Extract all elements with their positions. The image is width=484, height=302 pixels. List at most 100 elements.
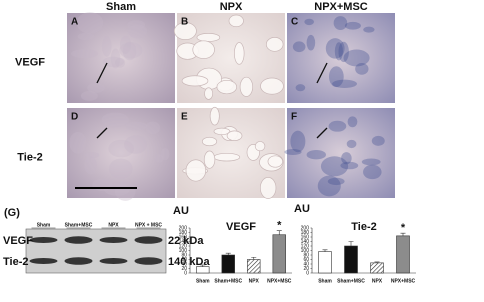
error-bar: [200, 264, 206, 267]
micrograph: [287, 13, 395, 103]
lane-label: Sham+MSC: [65, 222, 93, 228]
tissue-structure: [125, 121, 148, 131]
arrow: [316, 62, 328, 84]
y-tick-label: 60: [303, 257, 309, 263]
tissue-structure: [267, 155, 284, 168]
y-tick-label: 200: [179, 225, 188, 231]
bar: [344, 245, 358, 274]
tissue-structure: [181, 75, 209, 87]
tissue-structure: [361, 158, 381, 166]
y-tick-label: 100: [179, 248, 188, 254]
tissue-structure: [76, 12, 104, 34]
error-bar: [374, 261, 380, 263]
y-tick-label: 20: [303, 266, 309, 272]
tissue-structure: [259, 177, 277, 199]
bar: [272, 234, 286, 274]
tissue-structure: [226, 130, 243, 141]
tissue-structure: [284, 148, 302, 156]
tissue-structure: [84, 156, 97, 175]
tissue-structure: [101, 35, 112, 57]
lane-label: Sham: [37, 222, 51, 228]
tissue-structure: [122, 41, 137, 61]
tissue-structure: [213, 152, 241, 162]
x-tick-label: Sham+MSC: [337, 278, 365, 284]
y-tick-label: 160: [301, 234, 310, 240]
tissue-structure: [340, 161, 359, 170]
tissue-structure: [127, 24, 148, 39]
blot-band: [29, 237, 58, 243]
error-bar: [322, 249, 328, 252]
y-tick-label: 20: [181, 266, 187, 272]
tissue-structure: [363, 164, 382, 180]
tissue-structure: [119, 35, 132, 54]
error-bar: [225, 252, 231, 255]
tissue-structure: [265, 37, 284, 52]
y-tick-label: 80: [303, 252, 309, 258]
tissue-structure: [333, 16, 348, 30]
tissue-structure: [295, 84, 306, 92]
lane-label: NPX: [108, 222, 119, 228]
panel-letter: E: [181, 112, 188, 123]
error-bar: [276, 230, 282, 235]
tissue-structure: [327, 177, 345, 186]
y-tick-label: 180: [301, 230, 310, 236]
tissue-structure: [317, 175, 341, 197]
tissue-structure: [108, 139, 135, 158]
tissue-structure: [124, 135, 148, 154]
x-tick-label: NPX+MSC: [267, 278, 292, 284]
tissue-structure: [173, 22, 197, 40]
tissue-structure: [216, 79, 238, 95]
tissue-structure: [114, 57, 126, 68]
tissue-structure: [153, 154, 164, 163]
x-tick-label: Sham: [196, 278, 210, 284]
tissue-structure: [334, 42, 343, 61]
tissue-structure: [145, 121, 161, 135]
arrow: [96, 62, 108, 84]
x-tick-label: NPX: [372, 278, 383, 284]
y-tick-label: 200: [301, 225, 310, 231]
arrow: [316, 127, 328, 139]
y-tick-label: 140: [301, 239, 310, 245]
micrograph: [67, 13, 175, 103]
tissue-structure: [290, 130, 306, 153]
y-axis-label: AU: [294, 203, 310, 215]
tissue-structure: [114, 181, 136, 201]
chart-title: VEGF: [226, 221, 256, 233]
blot-band: [64, 236, 93, 244]
molecular-weight: 22 kDa: [168, 235, 204, 247]
tissue-structure: [344, 21, 361, 30]
tissue-structure: [160, 148, 170, 161]
panel-letter: A: [71, 17, 78, 28]
y-tick-label: 140: [179, 239, 188, 245]
y-tick-label: 0: [306, 270, 309, 276]
tissue-structure: [233, 42, 245, 65]
tissue-structure: [185, 159, 207, 182]
tissue-structure: [127, 20, 146, 30]
blot-row-label: VEGF: [3, 235, 33, 247]
y-tick-label: 180: [179, 230, 188, 236]
x-tick-label: Sham: [318, 278, 332, 284]
micrograph: [287, 108, 395, 198]
y-tick-label: 120: [301, 243, 310, 249]
tissue-structure: [203, 150, 216, 169]
tissue-structure: [363, 26, 375, 33]
tissue-structure: [110, 48, 121, 69]
tissue-structure: [306, 149, 326, 160]
y-tick-label: 0: [184, 270, 187, 276]
bar: [196, 266, 210, 274]
tissue-structure: [196, 33, 221, 42]
y-tick-label: 80: [181, 252, 187, 258]
blot-frame: [25, 228, 167, 274]
y-tick-label: 40: [181, 261, 187, 267]
y-tick-label: 160: [179, 234, 188, 240]
tissue-structure: [101, 112, 129, 128]
blot-band: [134, 257, 163, 265]
blot-band: [99, 258, 128, 264]
blot-band: [99, 237, 128, 243]
x-tick-label: NPX: [249, 278, 260, 284]
error-bar: [251, 256, 257, 260]
error-bar: [348, 241, 354, 246]
tissue-structure: [102, 56, 124, 68]
